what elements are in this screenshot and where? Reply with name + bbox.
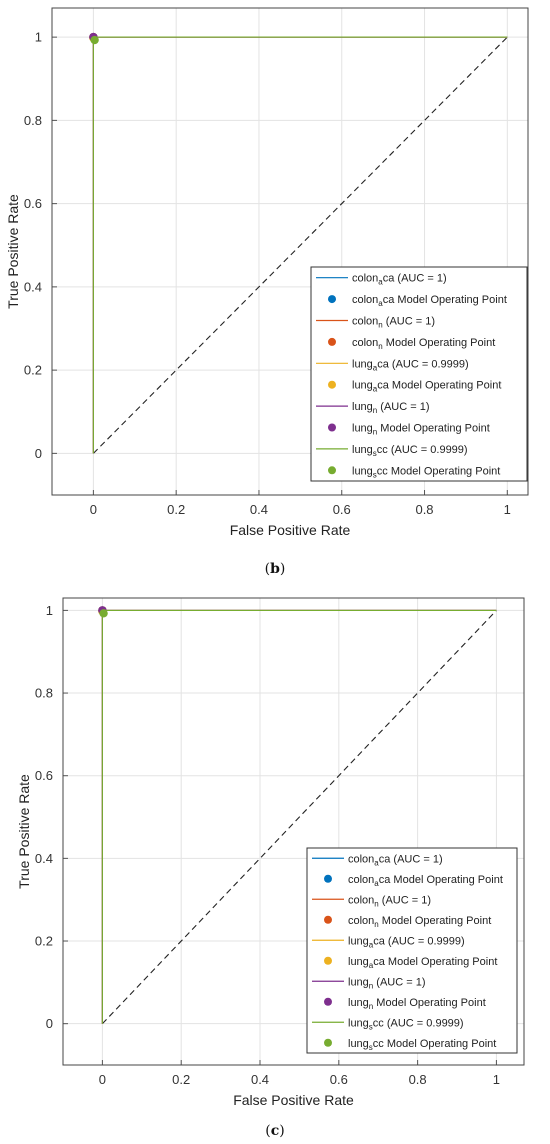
y-tick-label: 1: [46, 603, 53, 618]
y-tick-label: 0.4: [35, 851, 53, 866]
y-tick-label: 1: [35, 30, 42, 45]
axes-frame: [51, 7, 529, 496]
legend-entry-curve: lungaca (AUC = 0.9999): [348, 935, 465, 949]
legend-marker-swatch: [328, 380, 336, 389]
x-tick-label: 0.6: [330, 1072, 348, 1087]
x-tick-label: 1: [504, 502, 511, 517]
legend-entry-operating-point: lungscc Model Operating Point: [348, 1038, 496, 1052]
x-tick-label: 0.4: [250, 502, 268, 517]
y-tick-label: 0: [35, 446, 42, 461]
legend-entry-curve: colonn (AUC = 1): [348, 894, 431, 908]
x-tick-label: 0.8: [415, 502, 433, 517]
x-tick-label: 0.8: [409, 1072, 427, 1087]
x-tick-label: 0.4: [251, 1072, 269, 1087]
operating-point-lung-scc: [99, 609, 108, 618]
legend-entry-curve: lungn (AUC = 1): [352, 401, 430, 415]
y-axis-label: True Positive Rate: [16, 774, 32, 889]
x-tick-label: 1: [493, 1072, 500, 1087]
legend-marker-swatch: [328, 337, 336, 346]
legend-entry-operating-point: colonaca Model Operating Point: [352, 294, 507, 308]
x-tick-label: 0: [99, 1072, 106, 1087]
x-tick-label: 0: [90, 502, 97, 517]
legend-entry-operating-point: lungaca Model Operating Point: [352, 380, 501, 394]
legend-marker-swatch: [324, 915, 332, 924]
axes-frame: [62, 597, 525, 1066]
legend-marker-swatch: [328, 423, 336, 432]
legend-entry-operating-point: colonn Model Operating Point: [348, 915, 491, 929]
legend-entry-curve: lungscc (AUC = 0.9999): [352, 444, 468, 458]
legend-marker-swatch: [324, 874, 332, 883]
legend-marker-swatch: [324, 956, 332, 965]
y-tick-label: 0.2: [35, 934, 53, 949]
legend-marker-swatch: [324, 997, 332, 1006]
legend-entry-curve: lungaca (AUC = 0.9999): [352, 358, 469, 372]
legend-entry-curve: colonn (AUC = 1): [352, 316, 435, 330]
legend-entry-operating-point: lungn Model Operating Point: [352, 423, 490, 437]
legend-entry-curve: lungn (AUC = 1): [348, 976, 426, 990]
legend-entry-operating-point: colonaca Model Operating Point: [348, 874, 503, 888]
y-axis-label: True Positive Rate: [5, 194, 21, 309]
y-tick-label: 0.4: [24, 279, 42, 294]
operating-point-lung-scc: [90, 35, 99, 45]
roc-chart-c: 0 0.2 0.4 0.6 0.8 1 0 0.2 0.4 0.6 0.8 1 False Positi…: [16, 597, 525, 1108]
y-tick-label: 0.8: [35, 686, 53, 701]
y-tick-label: 0.2: [24, 363, 42, 378]
x-tick-label: 0.2: [167, 502, 185, 517]
legend-box: [306, 847, 518, 1054]
legend: colonaca (AUC = 1) colonaca Model Operati…: [306, 847, 518, 1054]
figure-caption: (c): [265, 1123, 284, 1139]
y-tick-label: 0.6: [24, 196, 42, 211]
legend: colonaca (AUC = 1) colonaca Model Operati…: [310, 266, 528, 482]
legend-entry-operating-point: lungaca Model Operating Point: [348, 956, 497, 970]
x-axis-label: False Positive Rate: [230, 522, 351, 538]
x-tick-label: 0.2: [172, 1072, 190, 1087]
legend-entry-curve: colonaca (AUC = 1): [352, 273, 447, 287]
chance-diagonal-line: [93, 36, 508, 454]
legend-entry-operating-point: colonn Model Operating Point: [352, 337, 495, 351]
chance-diagonal-line: [102, 610, 497, 1025]
legend-marker-swatch: [328, 295, 336, 304]
legend-box: [310, 266, 528, 482]
legend-entry-operating-point: lungscc Model Operating Point: [352, 465, 500, 479]
legend-entry-operating-point: lungn Model Operating Point: [348, 997, 486, 1011]
figure-caption: (b): [265, 561, 286, 577]
legend-marker-swatch: [324, 1038, 332, 1047]
x-axis-label: False Positive Rate: [233, 1092, 354, 1108]
x-tick-label: 0.6: [333, 502, 351, 517]
roc-chart-b: 0 0.2 0.4 0.6 0.8 1 0 0.2 0.4 0.6 0.8 1 False Positi…: [5, 7, 529, 538]
y-tick-label: 0.6: [35, 768, 53, 783]
y-tick-label: 0.8: [24, 113, 42, 128]
legend-entry-curve: colonaca (AUC = 1): [348, 853, 443, 867]
legend-entry-curve: lungscc (AUC = 0.9999): [348, 1017, 464, 1031]
legend-marker-swatch: [328, 466, 336, 475]
y-tick-label: 0: [46, 1016, 53, 1031]
